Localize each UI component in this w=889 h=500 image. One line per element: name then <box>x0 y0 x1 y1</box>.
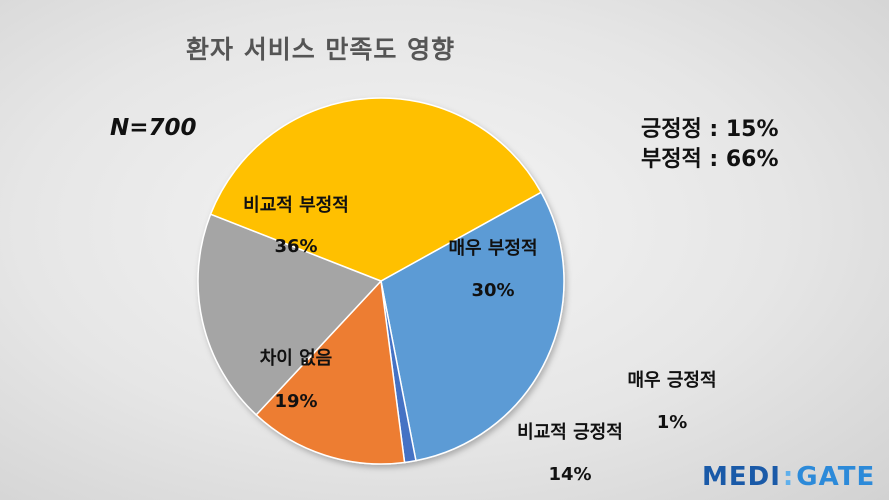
pie-slice-2 <box>255 279 406 465</box>
pie-slice-4 <box>209 97 543 282</box>
brand-part1: MEDI <box>702 462 781 492</box>
chart-title: 환자 서비스 만족도 영향 <box>186 35 456 64</box>
slice-label-1: 매우 긍정적 <box>627 370 716 391</box>
pie-slice-3 <box>197 213 383 416</box>
slice-value-4: 36% <box>274 236 317 257</box>
slice-value-0: 30% <box>471 280 514 301</box>
slice-label-4: 비교적 부정적 <box>243 195 349 216</box>
brand-logo: MEDI:GATE <box>702 462 875 492</box>
summary-negative: 부정적 : 66% <box>641 147 779 172</box>
brand-separator: : <box>782 462 795 492</box>
slice-value-2: 14% <box>548 464 591 485</box>
summary-positive: 긍정정 : 15% <box>641 117 779 142</box>
pie-slice-0 <box>380 191 565 462</box>
brand-part2: GATE <box>796 462 876 492</box>
sample-size: N=700 <box>110 115 197 141</box>
summary-box: 긍정정 : 15% 부정적 : 66% <box>641 115 779 175</box>
slice-value-3: 19% <box>274 391 317 412</box>
pie-slices <box>197 97 565 465</box>
slice-label-0: 매우 부정적 <box>448 238 537 259</box>
slice-label-3: 차이 없음 <box>260 348 333 369</box>
slice-label-2: 비교적 긍정적 <box>517 422 623 443</box>
slice-value-1: 1% <box>657 412 688 433</box>
